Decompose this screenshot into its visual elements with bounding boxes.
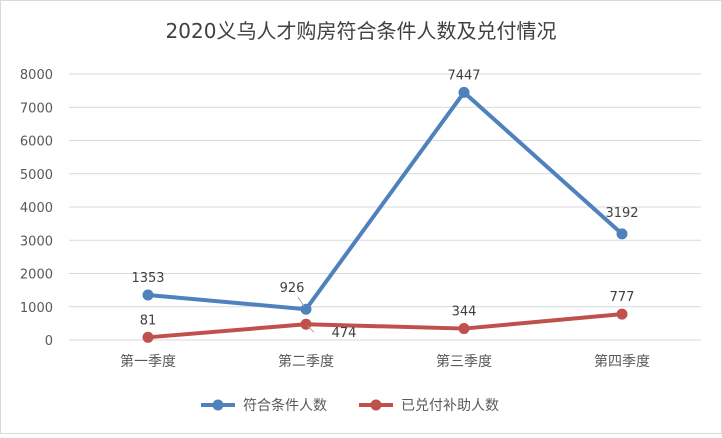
data-point[interactable]: [458, 86, 470, 98]
x-category-label: 第三季度: [436, 353, 492, 370]
y-tick-label: 1000: [20, 301, 53, 316]
data-label: 344: [452, 305, 477, 320]
x-category-label: 第二季度: [278, 353, 334, 370]
chart-title: 2020义乌人才购房符合条件人数及兑付情况: [166, 19, 557, 43]
y-tick-label: 5000: [20, 168, 53, 183]
x-category-label: 第一季度: [120, 353, 176, 370]
y-tick-label: 2000: [20, 268, 53, 283]
y-tick-label: 4000: [20, 201, 53, 216]
data-point[interactable]: [300, 303, 312, 315]
label-leader-line: [307, 325, 315, 333]
x-category-label: 第四季度: [594, 353, 650, 370]
legend[interactable]: 符合条件人数 已兑付补助人数: [201, 397, 499, 414]
data-label: 926: [280, 281, 305, 296]
y-tick-label: 3000: [20, 234, 53, 249]
legend-label[interactable]: 已兑付补助人数: [401, 398, 499, 414]
data-point[interactable]: [142, 289, 154, 301]
series-lines: [142, 86, 628, 343]
legend-marker: [370, 399, 382, 411]
y-tick-label: 8000: [20, 68, 53, 83]
series-line: [146, 312, 624, 340]
x-axis-categories: 第一季度 第二季度 第三季度 第四季度: [120, 353, 650, 370]
data-label: 777: [610, 290, 635, 305]
data-point[interactable]: [142, 331, 154, 343]
y-axis-ticks: 0 1000 2000 3000 4000 5000 6000 7000 8000: [20, 68, 53, 349]
data-point[interactable]: [458, 323, 470, 335]
label-leader-line: [297, 296, 305, 307]
data-point[interactable]: [616, 308, 628, 320]
gridlines: [69, 73, 701, 341]
data-label: 1353: [131, 271, 164, 286]
data-label: 7447: [447, 68, 480, 83]
y-tick-label: 7000: [20, 101, 53, 116]
data-label: 3192: [605, 206, 638, 221]
y-tick-label: 6000: [20, 135, 53, 150]
legend-label[interactable]: 符合条件人数: [243, 397, 327, 414]
legend-marker: [212, 399, 224, 411]
data-label: 81: [140, 313, 157, 328]
data-labels: 1353 926 7447 3192 81 474 344 777: [131, 68, 638, 341]
y-tick-label: 0: [45, 334, 53, 349]
series-line: [146, 90, 624, 312]
data-point[interactable]: [616, 228, 628, 240]
data-label: 474: [332, 326, 357, 341]
